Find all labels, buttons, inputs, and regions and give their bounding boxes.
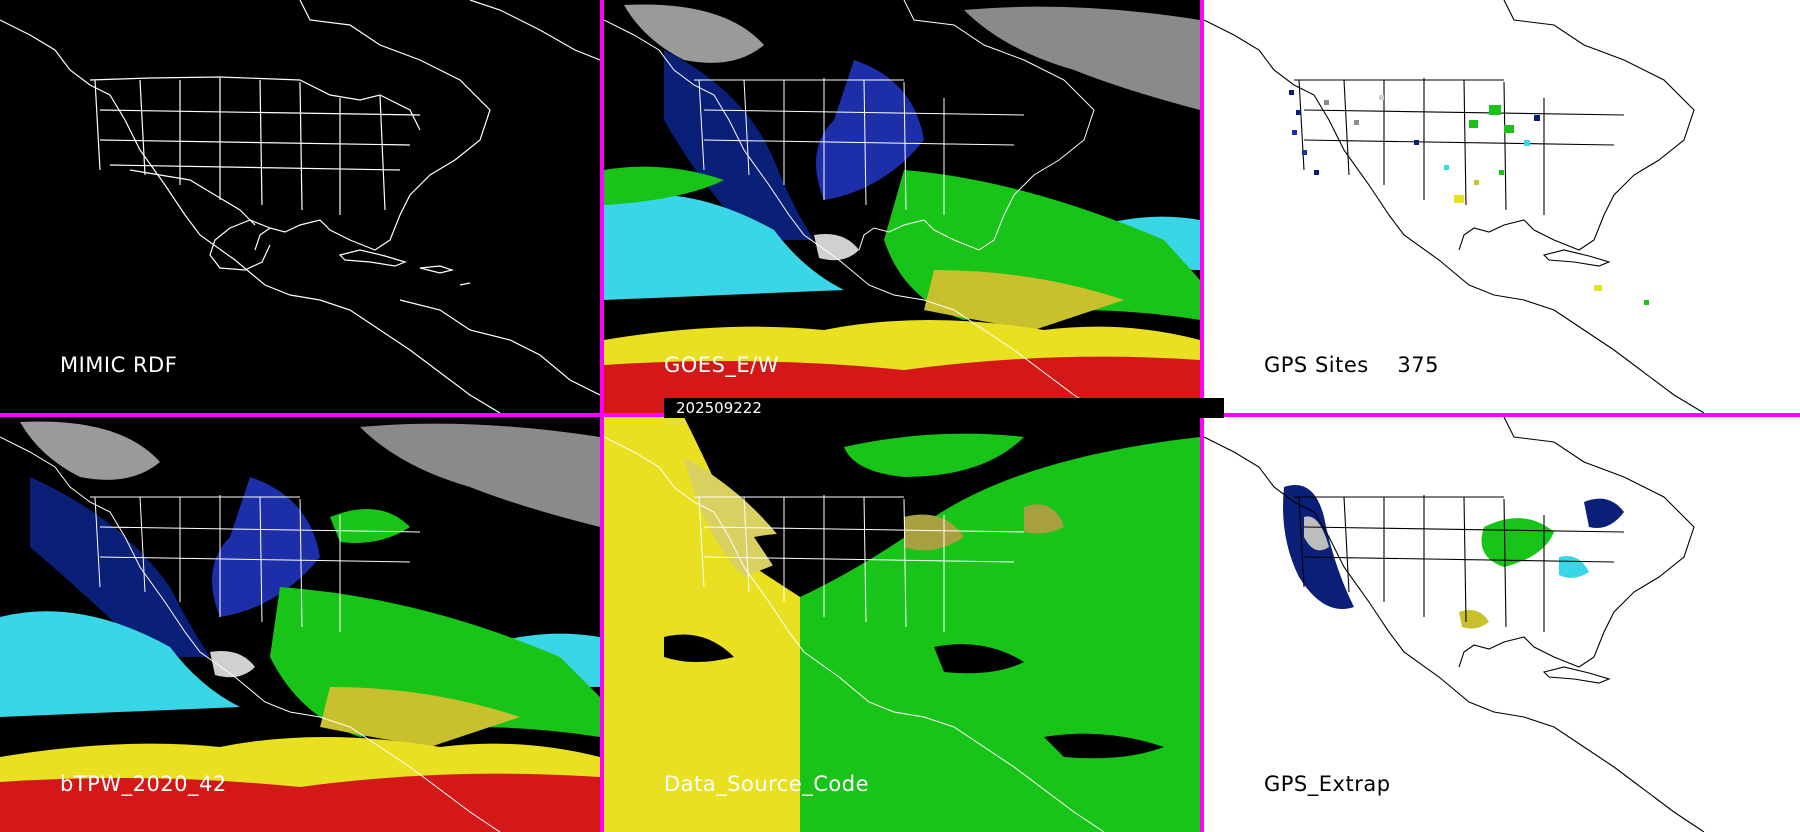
- panel-btpw: bTPW_2020_42: [0, 417, 600, 832]
- tpw-field: [604, 0, 1200, 413]
- map-goes-ew: [604, 0, 1200, 413]
- panel-data-source-code: Data_Source_Code: [604, 417, 1200, 832]
- east-coast: [1458, 0, 1695, 251]
- dark-blue-band: [30, 477, 210, 657]
- panel-title: GOES_E/W: [664, 353, 780, 377]
- gps-sites-title: GPS Sites: [1264, 353, 1369, 377]
- east-coastline: [254, 0, 491, 251]
- coastline: [604, 19, 1105, 413]
- black-gaps: [754, 533, 864, 582]
- coastline: [1204, 19, 1705, 413]
- cyan-band: [0, 611, 240, 717]
- red-band: [0, 773, 600, 832]
- coastline: [0, 436, 501, 832]
- panel-mimic-rdf: MIMIC RDF: [0, 0, 600, 413]
- panel-title: GPS_Extrap: [1264, 772, 1391, 796]
- panel-title: Data_Source_Code: [664, 772, 870, 796]
- coastline: [604, 436, 1105, 832]
- greenland-outline: [469, 0, 600, 61]
- map-gps-extrap: [1204, 417, 1705, 832]
- yellow-band: [604, 320, 1200, 370]
- green-region: [800, 437, 1200, 832]
- state-lines: [1294, 78, 1625, 215]
- state-lines: [694, 495, 1025, 632]
- map-data-source-code: [604, 417, 1200, 832]
- cuba-outline: [1542, 666, 1611, 684]
- caribbean-islands: [419, 265, 471, 286]
- gray-cloud-mask: [624, 4, 764, 63]
- panel-goes-ew: GOES_E/W: [604, 0, 1200, 413]
- east-coast: [1458, 417, 1695, 668]
- state-lines: [694, 78, 1025, 215]
- dark-blue-band: [664, 50, 814, 240]
- map-mimic-rdf: [0, 0, 600, 413]
- north-america-coastline: [0, 19, 501, 413]
- south-america-coastline: [399, 299, 600, 396]
- coastline: [1204, 436, 1705, 832]
- cuba-outline: [338, 249, 407, 267]
- cuba-outline: [1542, 249, 1611, 267]
- gray-cloud-mask: [20, 421, 160, 480]
- gulf-olive: [1459, 609, 1489, 629]
- yellow-region: [604, 417, 800, 832]
- panel-gps-sites: GPS Sites 375: [1204, 0, 1800, 413]
- gps-sites-count: 375: [1397, 353, 1439, 377]
- us-canada-border: [89, 76, 421, 131]
- map-btpw: [0, 421, 600, 832]
- state-lines: [90, 495, 421, 632]
- gulf-coastline: [209, 219, 271, 271]
- state-lines: [1294, 495, 1625, 632]
- us-mexico-border: [129, 169, 256, 226]
- timestamp-label: 202509222: [664, 398, 1224, 418]
- panel-gps-extrap: GPS_Extrap: [1204, 417, 1800, 832]
- panel-title: bTPW_2020_42: [60, 772, 227, 796]
- olive-patch: [904, 514, 964, 551]
- map-gps-sites: [1204, 0, 1705, 413]
- gps-site-markers: [1289, 90, 1649, 305]
- olive-band: [924, 270, 1124, 330]
- panel-title-with-count: GPS Sites 375: [1264, 353, 1439, 377]
- panel-title: MIMIC RDF: [60, 353, 178, 377]
- state-lines: [94, 78, 421, 215]
- east-coast: [858, 0, 1095, 251]
- olive-band: [320, 687, 520, 747]
- cyan-band: [604, 194, 844, 300]
